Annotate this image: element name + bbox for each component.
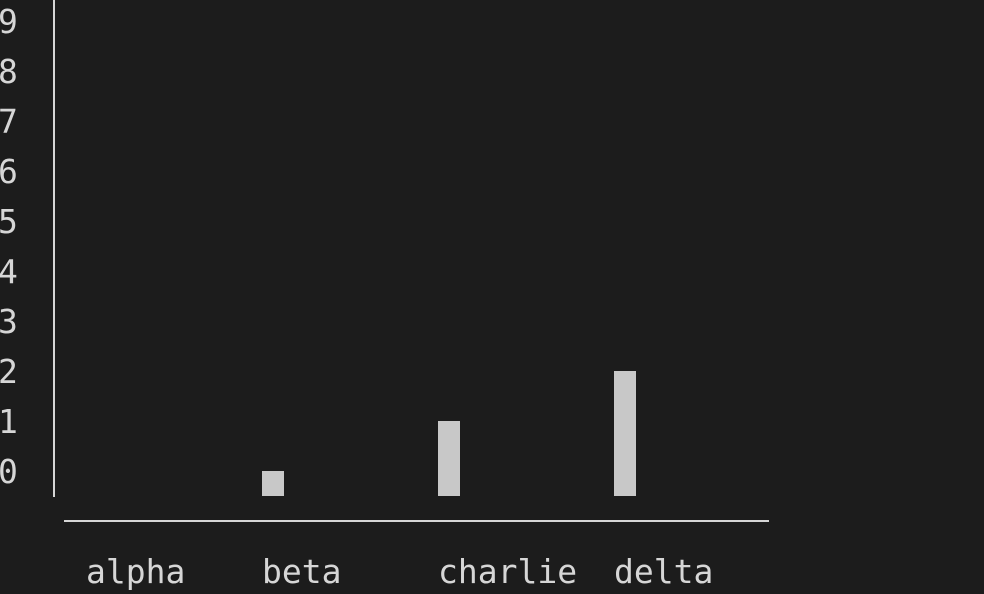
bar-delta [614,371,636,496]
y-tick-label: 5 [0,202,18,241]
y-tick-label: 9 [0,2,18,41]
category-label-beta: beta [262,552,341,591]
category-label-alpha: alpha [86,552,185,591]
y-tick-labels: 0 1 2 3 4 5 6 7 8 9 [0,2,18,491]
category-label-delta: delta [614,552,713,591]
y-tick-label: 4 [0,252,18,291]
y-tick-label: 8 [0,52,18,91]
bar-beta [262,471,284,496]
y-tick-label: 3 [0,302,18,341]
category-labels: alpha beta charlie delta [86,552,713,591]
y-tick-label: 6 [0,152,18,191]
y-tick-label: 0 [0,452,18,491]
y-tick-label: 7 [0,102,18,141]
category-label-charlie: charlie [438,552,577,591]
y-tick-label: 1 [0,402,18,441]
y-tick-label: 2 [0,352,18,391]
bar-charlie [438,421,460,496]
bars [262,371,636,496]
